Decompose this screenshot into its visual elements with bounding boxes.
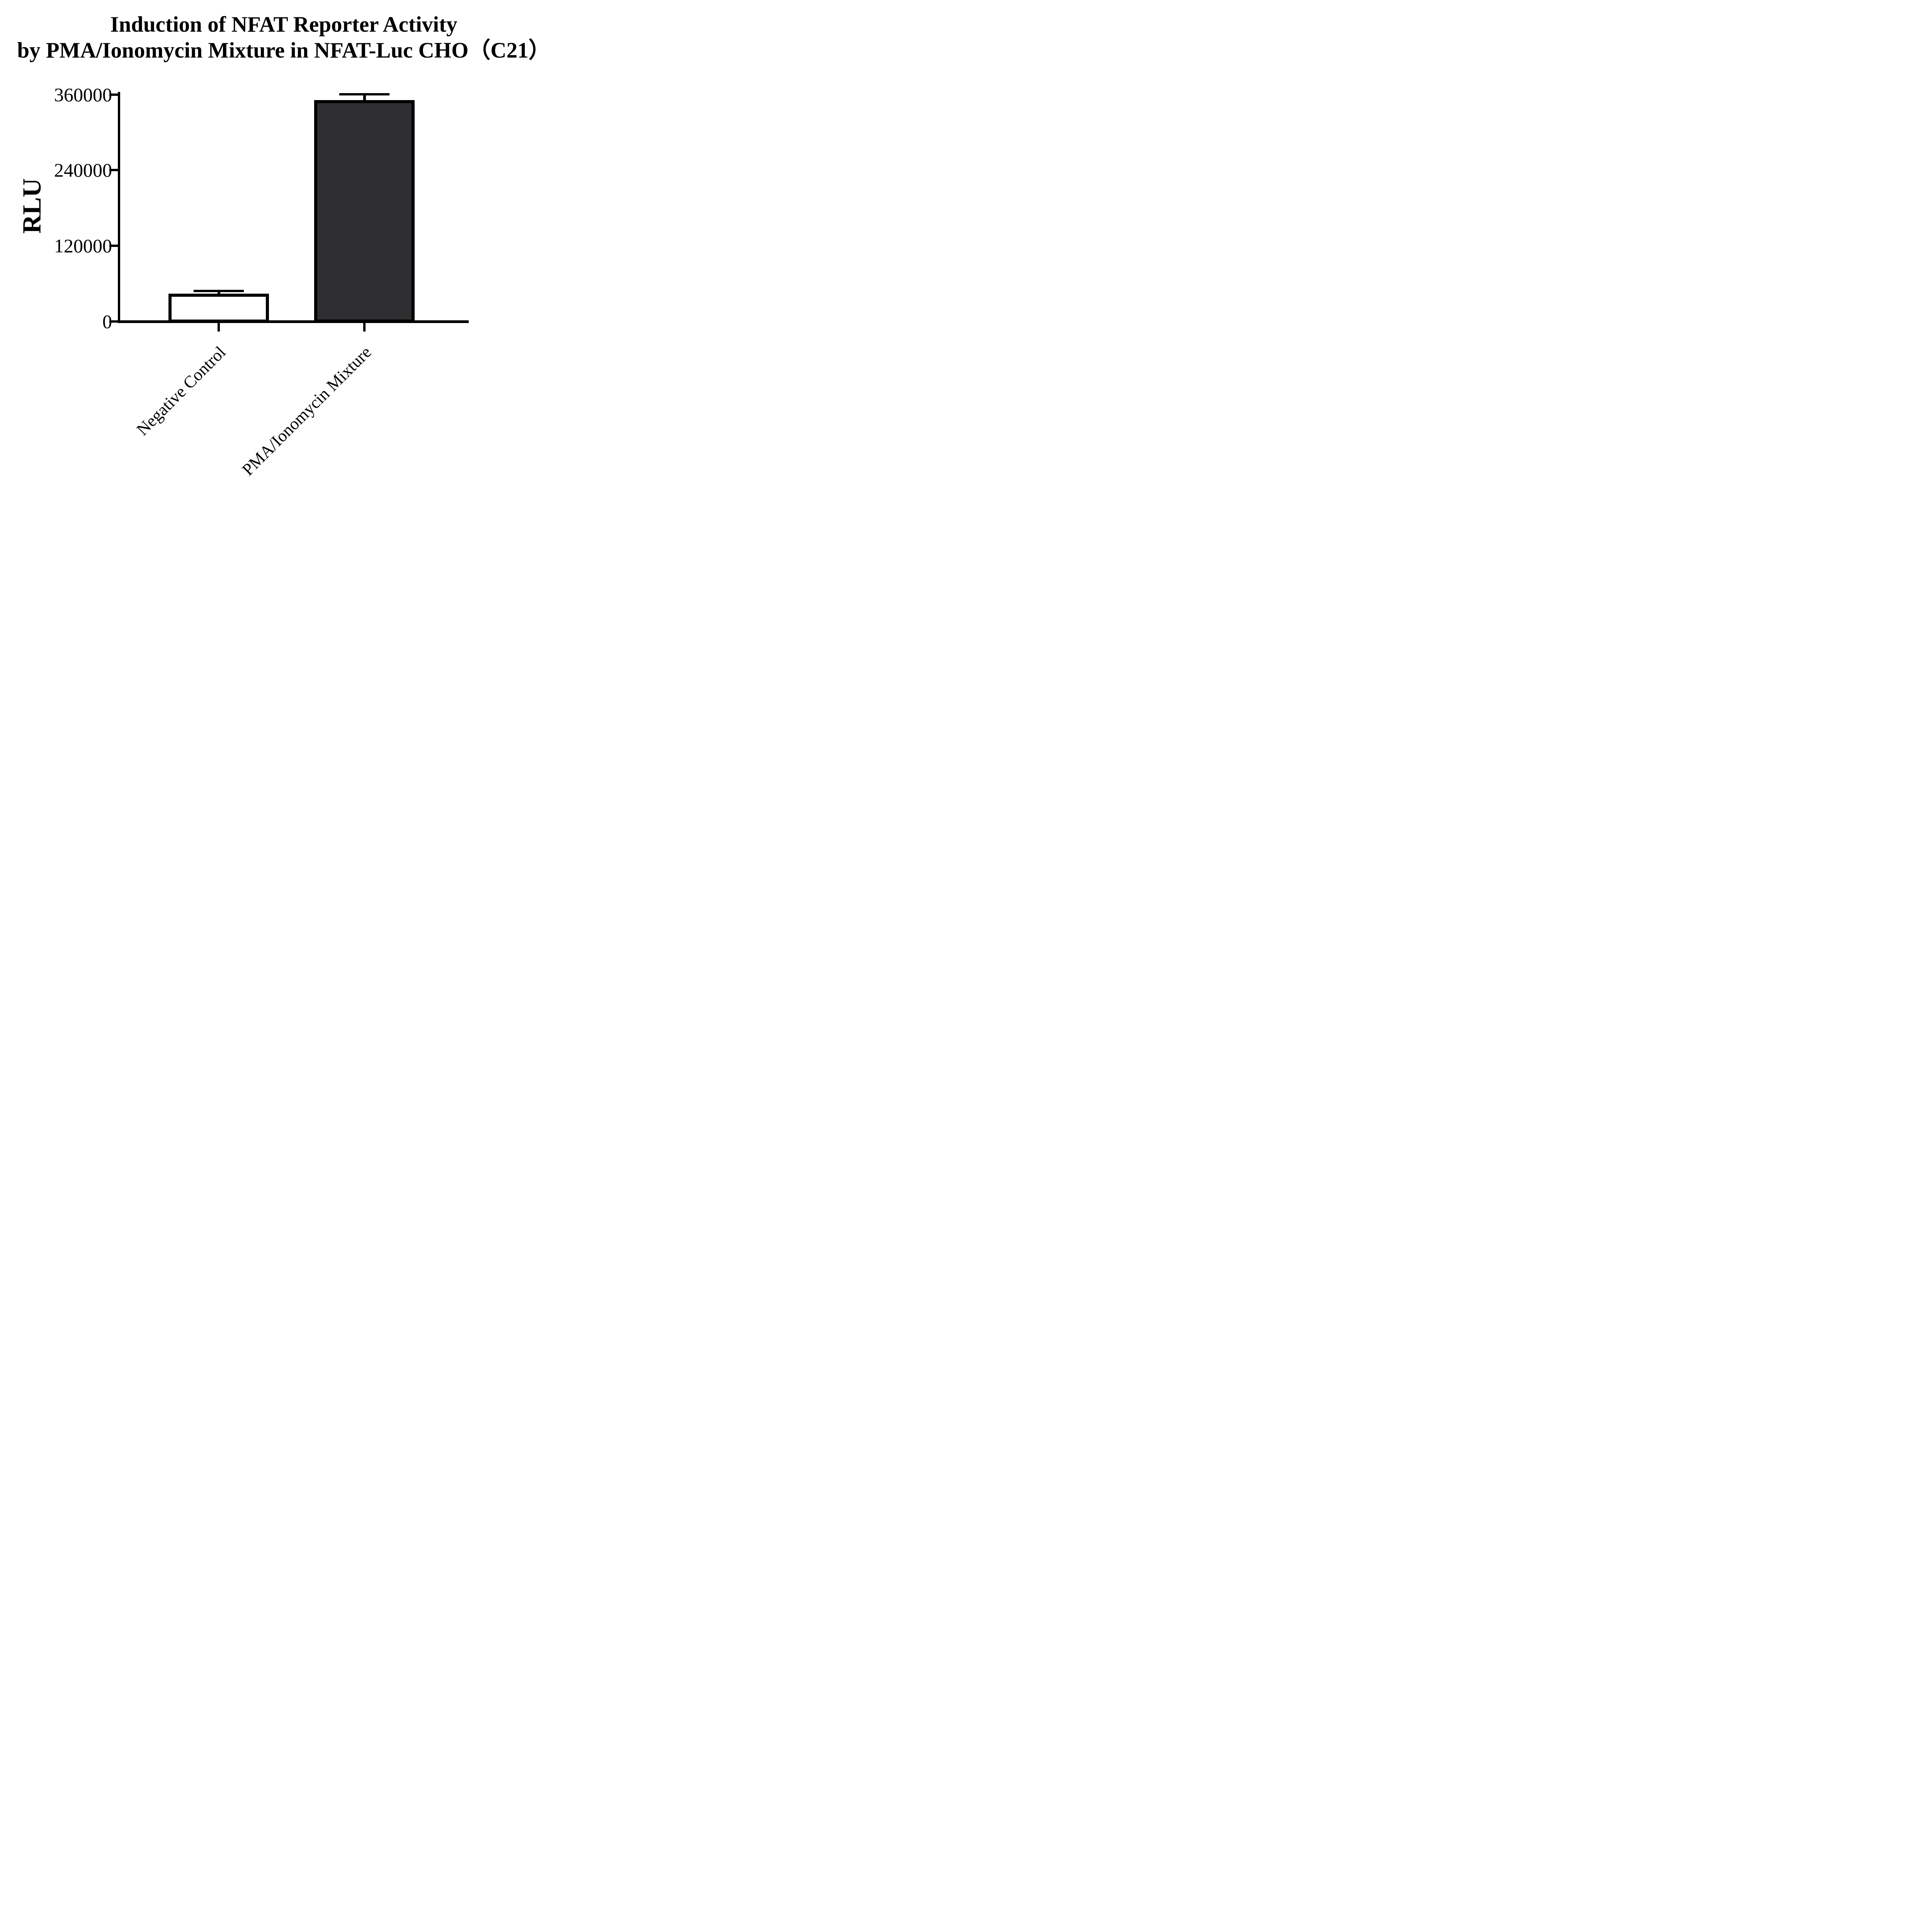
chart-title-line1: Induction of NFAT Reporter Activity	[110, 12, 457, 37]
bar-pma-ionomycin-mixture	[314, 100, 415, 323]
x-category-label: PMA/Ionomycin Mixture	[238, 342, 375, 480]
y-tick-label: 360000	[54, 83, 112, 105]
y-tick-label: 120000	[54, 235, 112, 257]
error-bar-stem	[363, 94, 366, 106]
chart-title: Induction of NFAT Reporter Activity by P…	[0, 12, 568, 63]
x-axis-line	[118, 320, 469, 323]
error-bar-cap	[194, 290, 244, 293]
y-tick	[109, 245, 118, 247]
x-tick	[218, 323, 220, 332]
bar-negative-control	[168, 294, 269, 323]
y-tick-label: 240000	[54, 159, 112, 181]
chart-title-line2: by PMA/Ionomycin Mixture in NFAT-Luc CHO…	[17, 38, 551, 63]
y-tick	[109, 93, 118, 96]
y-tick-label: 0	[102, 311, 112, 333]
y-tick	[109, 320, 118, 323]
x-tick	[363, 323, 366, 332]
y-axis-line	[118, 92, 120, 323]
nfat-reporter-bar-chart: Induction of NFAT Reporter Activity by P…	[0, 0, 568, 503]
x-category-label: Negative Control	[133, 342, 230, 439]
y-tick	[109, 169, 118, 172]
error-bar-cap	[339, 93, 389, 95]
